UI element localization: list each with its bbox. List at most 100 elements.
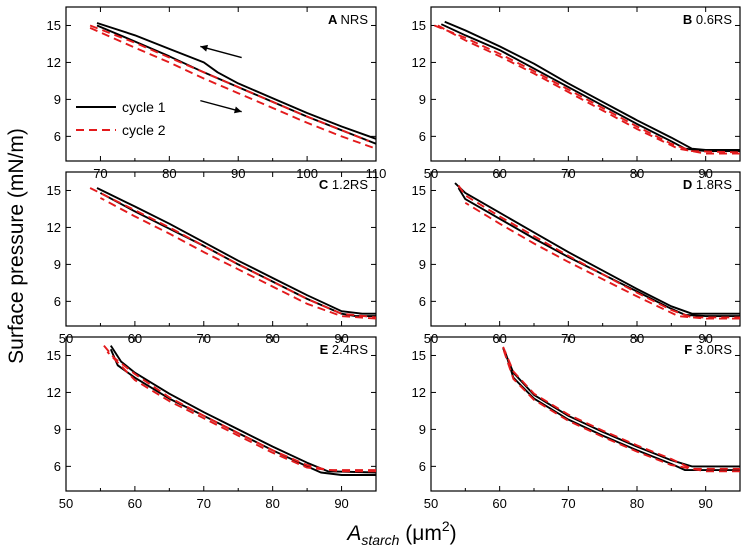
panel-frame	[65, 171, 377, 327]
series-line-cycle2-2	[89, 24, 370, 143]
x-tick-label: 80	[630, 496, 644, 511]
series-line-cycle1-1	[440, 23, 740, 153]
series-line-cycle2-3	[99, 197, 377, 320]
panel-frame	[430, 336, 741, 492]
panel-title: B 0.6RS	[683, 12, 732, 27]
legend: cycle 1 cycle 2	[76, 99, 166, 138]
y-tick-label: 6	[54, 459, 61, 474]
y-tick-label: 9	[54, 257, 61, 272]
y-tick-label: 9	[419, 422, 426, 437]
series-line-cycle2-3	[437, 24, 740, 155]
y-tick-label: 15	[47, 348, 61, 363]
x-tick-label: 70	[561, 496, 575, 511]
panel-label: 0.6RS	[696, 12, 732, 27]
panel-letter: D	[683, 177, 696, 192]
x-tick-label: 70	[197, 496, 211, 511]
y-tick-label: 15	[412, 183, 426, 198]
panel-label: 2.4RS	[332, 342, 368, 357]
x-tick-label: 100	[296, 166, 318, 181]
series-line-cycle2-3	[464, 201, 740, 320]
panel-title: E 2.4RS	[320, 342, 369, 357]
panel-label: 3.0RS	[696, 342, 732, 357]
y-tick-label: 15	[47, 18, 61, 33]
y-tick-label: 6	[419, 294, 426, 309]
y-tick-label: 15	[47, 183, 61, 198]
x-tick-label: 90	[334, 496, 348, 511]
panel-frame	[65, 6, 377, 162]
legend-label-cycle2: cycle 2	[122, 122, 166, 138]
panel-e: 50 60 70 80 90 6 9 12 15 E 2.4RS	[47, 336, 377, 511]
y-tick-label: 12	[47, 385, 61, 400]
panel-title: F 3.0RS	[684, 342, 732, 357]
x-axis-label: Astarch (μm2)	[345, 518, 456, 548]
x-tick-label: 50	[59, 496, 73, 511]
arrow-left-icon	[200, 44, 242, 59]
series-line-cycle1-1	[99, 192, 376, 318]
series-line-cycle2-2	[103, 344, 376, 472]
legend-label-cycle1: cycle 1	[122, 99, 166, 115]
y-tick-label: 9	[54, 92, 61, 107]
x-tick-label: 90	[698, 496, 712, 511]
series-line-cycle2-2	[457, 185, 740, 319]
y-tick-label: 6	[419, 129, 426, 144]
y-tick-label: 15	[412, 18, 426, 33]
x-axis-label-sub: starch	[361, 532, 399, 548]
panel-title: D 1.8RS	[683, 177, 732, 192]
panel-letter: A	[328, 12, 341, 27]
panel-label: NRS	[341, 12, 369, 27]
x-axis-label-unit: (μm	[399, 522, 441, 545]
x-tick-label: 80	[265, 496, 279, 511]
y-tick-label: 6	[54, 129, 61, 144]
panel-letter: C	[319, 177, 332, 192]
y-tick-label: 9	[419, 92, 426, 107]
panel-letter: E	[320, 342, 332, 357]
series-line-cycle1-0	[444, 20, 740, 151]
x-tick-label: 50	[424, 496, 438, 511]
x-axis-label-unit-sup: 2	[442, 518, 450, 534]
panel-letter: F	[684, 342, 696, 357]
series-line-cycle1-1	[457, 187, 740, 318]
series-line-cycle2-2	[502, 346, 740, 470]
panel-f: 50 60 70 80 90 6 9 12 15 F 3.0RS	[412, 336, 741, 511]
panel-label: 1.2RS	[332, 177, 368, 192]
panel-frame	[430, 171, 741, 327]
y-tick-label: 12	[412, 55, 426, 70]
series-line-cycle1-1	[109, 348, 376, 476]
series-line-cycle2-3	[106, 351, 376, 473]
x-tick-label: 60	[492, 496, 506, 511]
panel-title: A NRS	[328, 12, 368, 27]
x-axis-label-main: A	[345, 522, 361, 545]
x-tick-label: 80	[162, 166, 176, 181]
y-tick-label: 12	[47, 220, 61, 235]
arrow-right-icon	[200, 99, 242, 114]
series-line-cycle2-3	[89, 27, 377, 150]
series-line-cycle1-0	[502, 347, 740, 468]
panel-letter: B	[683, 12, 696, 27]
x-tick-label: 60	[128, 496, 142, 511]
y-tick-label: 15	[412, 348, 426, 363]
series-line-cycle2-2	[434, 24, 741, 154]
series-line-cycle1-0	[96, 22, 377, 140]
series-line-cycle2-2	[89, 187, 377, 319]
series-line-cycle1-0	[96, 187, 376, 315]
x-axis-label-unit-close: )	[450, 522, 457, 545]
series-line-cycle2-3	[502, 350, 740, 473]
y-tick-label: 12	[412, 385, 426, 400]
panel-frame	[430, 6, 741, 162]
series-line-cycle1-0	[110, 345, 377, 474]
y-tick-label: 9	[54, 422, 61, 437]
y-tick-label: 9	[419, 257, 426, 272]
y-tick-label: 6	[419, 459, 426, 474]
panel-title: C 1.2RS	[319, 177, 368, 192]
y-tick-label: 6	[54, 294, 61, 309]
series-line-cycle1-0	[454, 182, 740, 315]
panel-label: 1.8RS	[696, 177, 732, 192]
y-tick-label: 12	[47, 55, 61, 70]
x-tick-label: 90	[231, 166, 245, 181]
